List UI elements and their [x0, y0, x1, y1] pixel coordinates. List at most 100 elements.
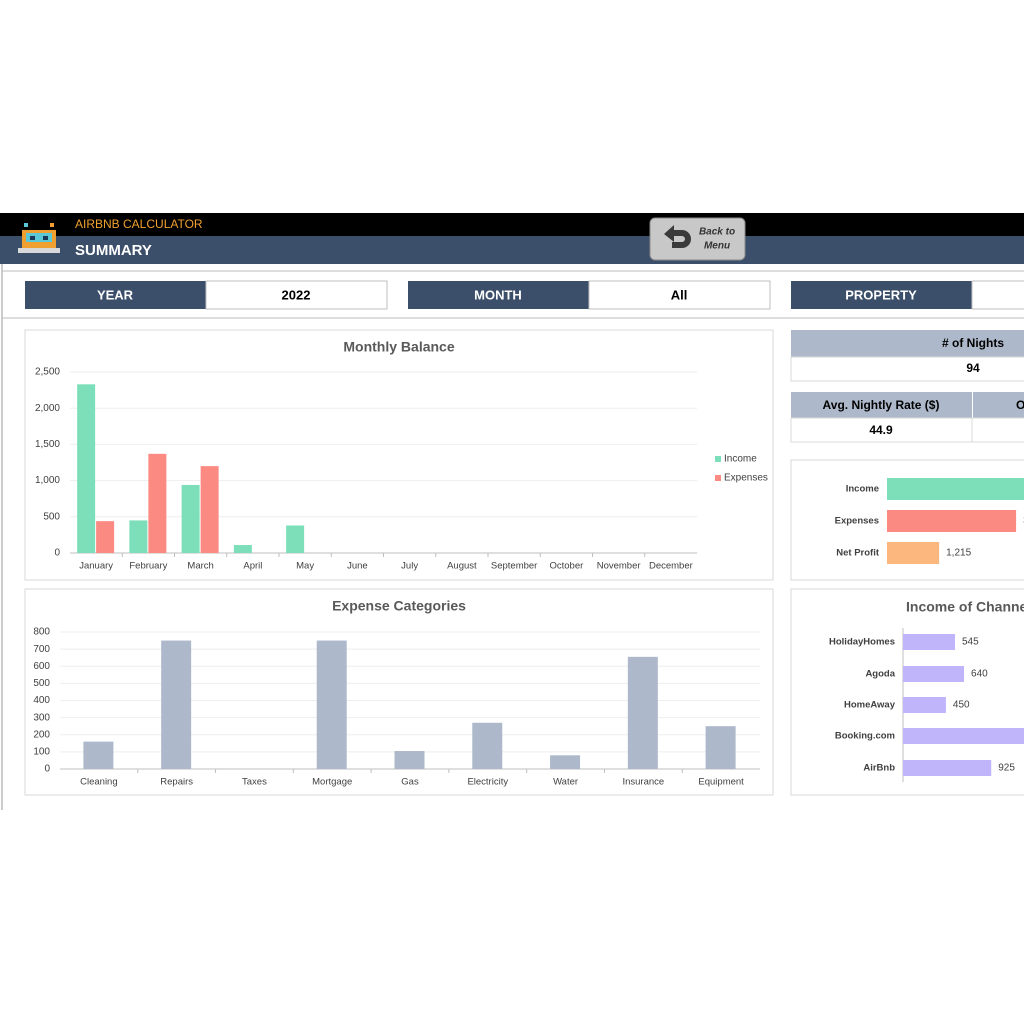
filter-label: PROPERTY: [845, 287, 917, 302]
chart-title: Expense Categories: [332, 598, 466, 614]
title-bar: [0, 236, 1024, 264]
x-tick-label: November: [597, 561, 641, 572]
filter-value-box: [205, 280, 388, 310]
bar: [550, 755, 581, 769]
x-tick-label: Electricity: [467, 777, 508, 788]
kpi-value: 94: [966, 361, 980, 375]
top-bar: [0, 213, 1024, 236]
y-tick-label: HomeAway: [844, 700, 896, 711]
button-label[interactable]: Menu: [704, 241, 730, 252]
y-tick-label: 300: [33, 712, 50, 723]
kpi-header: [791, 330, 1024, 357]
bar: [200, 466, 219, 553]
kpi-header: [973, 392, 1024, 418]
bar: [887, 478, 1024, 500]
y-tick-label: 600: [33, 661, 50, 672]
kpi-header: [791, 392, 972, 418]
bar: [903, 697, 946, 713]
x-tick-label: Mortgage: [312, 777, 352, 788]
y-tick-label: Booking.com: [835, 731, 895, 742]
y-tick-label: 2,000: [35, 403, 60, 414]
filter-value: All: [671, 287, 688, 302]
x-tick-label: September: [491, 561, 537, 572]
y-tick-label: 0: [54, 548, 60, 559]
y-tick-label: 500: [33, 678, 50, 689]
bar: [627, 656, 658, 769]
bar: [903, 634, 955, 650]
bar: [161, 640, 192, 769]
y-tick-label: 0: [44, 764, 50, 775]
kpi-cell: [971, 417, 1024, 443]
legend-swatch: [715, 475, 721, 481]
x-tick-label: Taxes: [242, 777, 267, 788]
bar: [129, 520, 148, 553]
y-tick-label: 700: [33, 644, 50, 655]
legend-label: Expenses: [724, 473, 768, 484]
filter-label-box: [791, 281, 972, 309]
bar: [316, 640, 347, 769]
chart-title: Monthly Balance: [343, 339, 454, 355]
y-tick-label: 1,500: [35, 439, 60, 450]
bar: [705, 726, 736, 769]
data-label: 450: [953, 700, 970, 711]
bar: [148, 453, 167, 553]
y-tick-label: 200: [33, 729, 50, 740]
bar: [286, 525, 305, 553]
x-tick-label: Water: [553, 777, 578, 788]
bar: [233, 545, 252, 553]
kpi-label: Avg. Nightly Rate ($): [823, 398, 940, 412]
y-tick-label: AirBnb: [863, 763, 895, 774]
app-icon: [18, 223, 60, 253]
filter-label-box: [25, 281, 206, 309]
bar: [394, 751, 425, 769]
bar: [181, 484, 200, 553]
y-tick-label: HolidayHomes: [829, 637, 895, 648]
y-tick-label: 1,000: [35, 475, 60, 486]
filter-value-box: [588, 280, 771, 310]
data-label: 1,215: [946, 548, 971, 559]
x-tick-label: Gas: [401, 777, 419, 788]
bar: [887, 510, 1017, 532]
x-tick-label: July: [401, 561, 418, 572]
kpi-cell: [790, 417, 973, 443]
y-tick-label: 800: [33, 627, 50, 638]
kpi-label: # of Nights: [942, 336, 1004, 350]
bar: [903, 666, 965, 682]
back-button[interactable]: Back to Menu: [649, 217, 746, 261]
x-tick-label: Cleaning: [80, 777, 118, 788]
x-tick-label: Equipment: [698, 777, 744, 788]
y-tick-label: Income: [846, 484, 879, 495]
bar: [77, 384, 96, 553]
data-label: 545: [962, 637, 979, 648]
bar: [903, 760, 992, 776]
chart-title: Income of Channels: [906, 599, 1024, 615]
bar: [96, 521, 115, 553]
x-tick-label: October: [549, 561, 583, 572]
bar: [887, 542, 940, 564]
y-tick-label: 100: [33, 747, 50, 758]
x-tick-label: Insurance: [622, 777, 664, 788]
y-tick-label: Expenses: [835, 516, 879, 527]
filter-label: MONTH: [474, 287, 522, 302]
y-tick-label: 2,500: [35, 367, 60, 378]
filter-label: YEAR: [97, 287, 134, 302]
x-tick-label: February: [129, 561, 167, 572]
x-tick-label: March: [187, 561, 213, 572]
kpi-label: O: [1016, 398, 1024, 412]
legend-label: Income: [724, 454, 757, 465]
y-tick-label: 400: [33, 695, 50, 706]
x-tick-label: June: [347, 561, 368, 572]
button-label[interactable]: Back to: [699, 227, 735, 238]
data-label: 925: [998, 763, 1015, 774]
x-tick-label: January: [79, 561, 113, 572]
bar: [472, 722, 503, 769]
filter-label-box: [408, 281, 589, 309]
y-tick-label: 500: [43, 511, 60, 522]
x-tick-label: Repairs: [160, 777, 193, 788]
bar: [903, 728, 1024, 744]
app-title: AIRBNB CALCULATOR: [75, 217, 203, 231]
bar: [83, 741, 114, 769]
legend-swatch: [715, 456, 721, 462]
filter-value: 2022: [282, 287, 311, 302]
